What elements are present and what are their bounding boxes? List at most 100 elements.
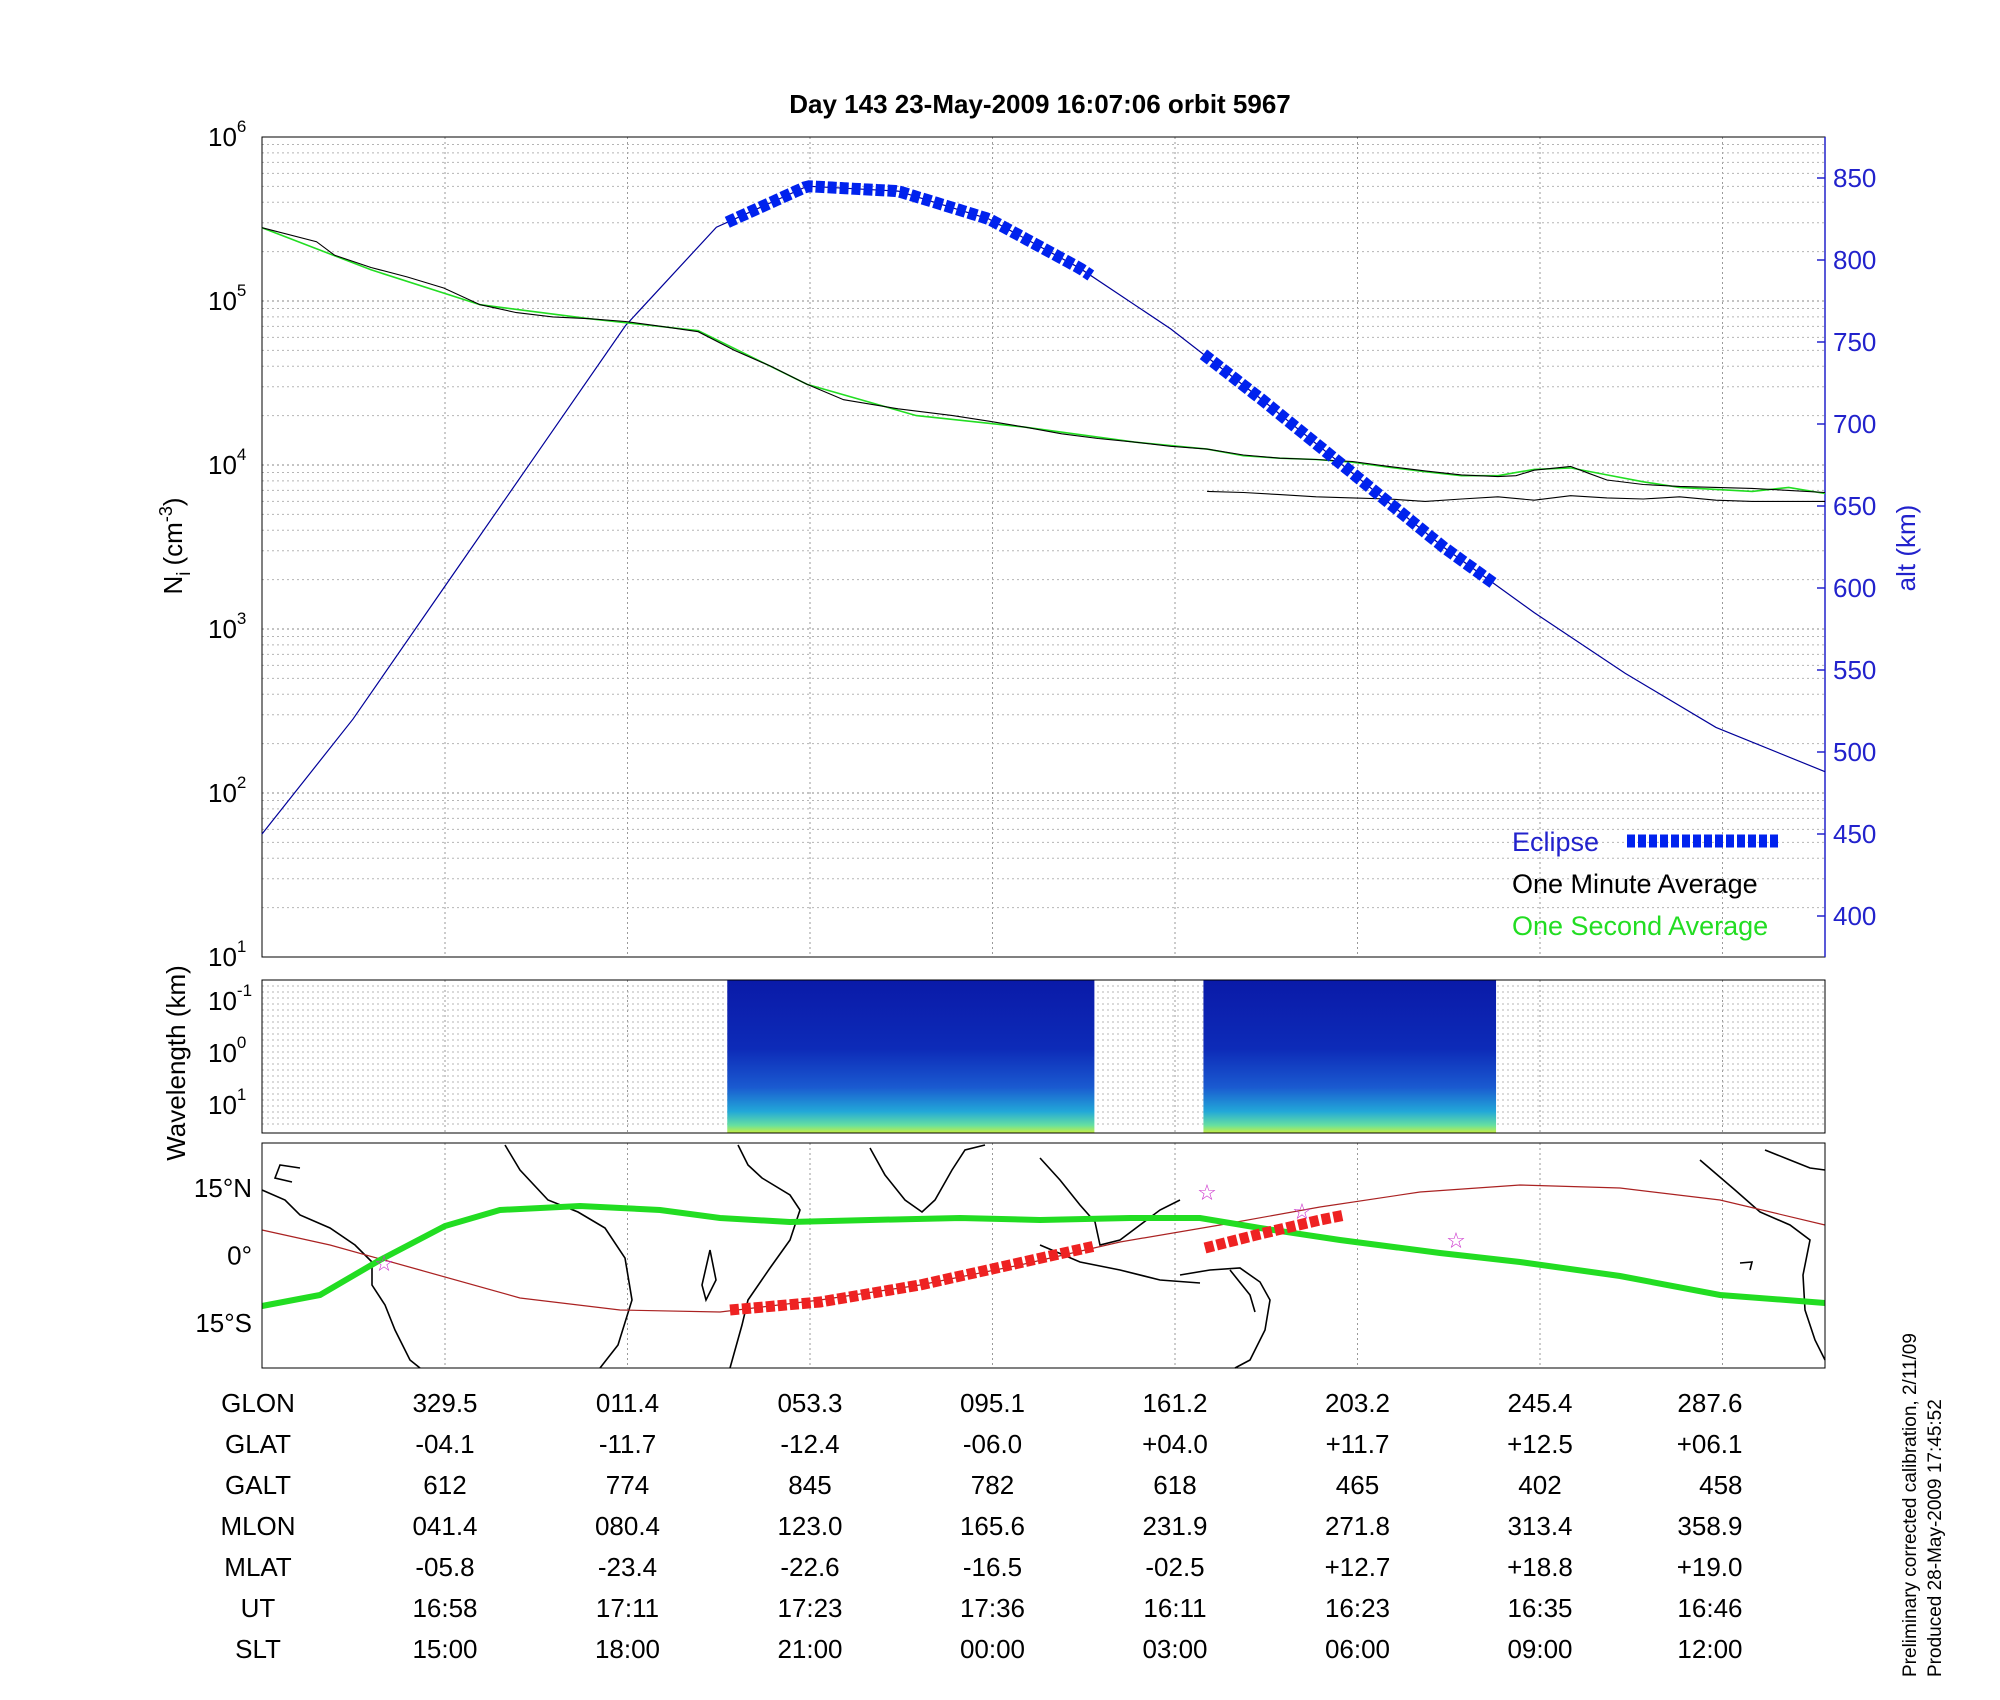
density-axis-label: Ni (cm-3) bbox=[156, 497, 195, 594]
map-tick-label: 0° bbox=[227, 1241, 252, 1271]
table-cell: 16:23 bbox=[1325, 1593, 1390, 1623]
coast-australia bbox=[1179, 1267, 1271, 1369]
altitude-tick-label: 700 bbox=[1833, 409, 1876, 439]
spectrogram-tick-label: 100 bbox=[208, 1033, 246, 1068]
table-cell: 358.9 bbox=[1677, 1511, 1742, 1541]
second-average-line bbox=[261, 226, 1826, 495]
table-cell: 782 bbox=[971, 1470, 1014, 1500]
coast-madagascar bbox=[701, 1249, 717, 1303]
table-cell: 06:00 bbox=[1325, 1634, 1390, 1664]
altitude-tick-label: 600 bbox=[1833, 573, 1876, 603]
coast-southeast-asia bbox=[1039, 1157, 1181, 1246]
density-tick-label: 105 bbox=[208, 281, 246, 316]
table-cell: 618 bbox=[1153, 1470, 1196, 1500]
density-tick-label: 103 bbox=[208, 609, 246, 644]
tick-base: 10 bbox=[208, 122, 237, 152]
table-row-label: UT bbox=[241, 1593, 276, 1623]
table-cell: -05.8 bbox=[415, 1552, 474, 1582]
table-cell: +11.7 bbox=[1326, 1429, 1390, 1459]
density-tick-label: 106 bbox=[208, 117, 246, 152]
table-cell: -12.4 bbox=[780, 1429, 839, 1459]
table-cell: -22.6 bbox=[780, 1552, 839, 1582]
eclipse-marker-line bbox=[724, 180, 1095, 281]
table-cell: +19.0 bbox=[1677, 1552, 1743, 1582]
spectrogram-tick-label: 101 bbox=[208, 1085, 246, 1120]
station-star-icon: ☆ bbox=[1446, 1229, 1466, 1254]
spectrogram-axis-label: Wavelength (km) bbox=[161, 965, 191, 1161]
table-cell: 011.4 bbox=[596, 1388, 659, 1418]
tick-exponent: 3 bbox=[237, 609, 246, 628]
magnetic-equator-line bbox=[261, 1202, 1826, 1309]
coast-gulf bbox=[1764, 1149, 1826, 1171]
table-cell: -16.5 bbox=[963, 1552, 1022, 1582]
station-star-icon: ☆ bbox=[374, 1252, 394, 1277]
tick-base: 10 bbox=[208, 1090, 237, 1120]
tick-base: 10 bbox=[208, 286, 237, 316]
altitude-tick-label: 850 bbox=[1833, 163, 1876, 193]
coast-island bbox=[1739, 1261, 1754, 1271]
table-cell: +18.8 bbox=[1507, 1552, 1573, 1582]
map-frame bbox=[261, 1142, 1826, 1369]
eclipse-track-segment bbox=[1203, 1209, 1347, 1254]
ground-track-map: ☆ ☆ ☆ ☆ 15°N 0° 15°S bbox=[194, 1142, 1826, 1369]
spectrogram-blocks bbox=[727, 980, 1497, 1133]
altitude-tick-label: 650 bbox=[1833, 491, 1876, 521]
altitude-tick-label: 500 bbox=[1833, 737, 1876, 767]
density-tick-label: 101 bbox=[208, 937, 246, 972]
table-row-label: SLT bbox=[235, 1634, 281, 1664]
table-cell: -11.7 bbox=[599, 1429, 656, 1459]
table-cell: 329.5 bbox=[412, 1388, 477, 1418]
table-cell: +12.7 bbox=[1325, 1552, 1391, 1582]
table-cell: +04.0 bbox=[1142, 1429, 1208, 1459]
legend-minute-label: One Minute Average bbox=[1512, 869, 1758, 899]
table-cell: -04.1 bbox=[415, 1429, 474, 1459]
table-cell: -06.0 bbox=[963, 1429, 1022, 1459]
coast-india bbox=[869, 1144, 986, 1214]
minute-average-line bbox=[1207, 490, 1825, 502]
density-grid bbox=[262, 137, 1825, 958]
density-tick-label: 104 bbox=[208, 445, 246, 480]
coast-caribbean bbox=[273, 1164, 301, 1183]
table-cell: 00:00 bbox=[960, 1634, 1025, 1664]
table-cell: +06.1 bbox=[1677, 1429, 1743, 1459]
table-cell: 271.8 bbox=[1325, 1511, 1390, 1541]
altitude-tick-label: 800 bbox=[1833, 245, 1876, 275]
table-cell: 053.3 bbox=[777, 1388, 842, 1418]
table-cell: 16:58 bbox=[412, 1593, 477, 1623]
map-tick-label: 15°N bbox=[194, 1173, 252, 1203]
altitude-line bbox=[261, 185, 1826, 835]
tick-base: 10 bbox=[208, 450, 237, 480]
table-cell: 080.4 bbox=[595, 1511, 660, 1541]
altitude-tick-label: 750 bbox=[1833, 327, 1876, 357]
altitude-axis-label: alt (km) bbox=[1891, 505, 1921, 592]
spectrogram-block bbox=[727, 980, 1095, 1133]
altitude-tick-label: 450 bbox=[1833, 819, 1876, 849]
coast-west-africa bbox=[504, 1144, 633, 1369]
tick-exponent: 0 bbox=[237, 1033, 246, 1052]
table-cell: 16:46 bbox=[1677, 1593, 1742, 1623]
eclipse-track-segment bbox=[729, 1240, 1097, 1316]
altitude-tick-label: 550 bbox=[1833, 655, 1876, 685]
table-cell: 845 bbox=[788, 1470, 831, 1500]
altitude-tick-label: 400 bbox=[1833, 901, 1876, 931]
tick-base: 10 bbox=[208, 942, 237, 972]
calibration-notes: Preliminary corrected calibration, 2/11/… bbox=[1900, 1333, 1946, 1677]
table-cell: 17:11 bbox=[596, 1593, 659, 1623]
table-cell: 03:00 bbox=[1142, 1634, 1207, 1664]
table-cell: 203.2 bbox=[1325, 1388, 1390, 1418]
table-cell: 16:11 bbox=[1143, 1593, 1206, 1623]
table-cell: -02.5 bbox=[1145, 1552, 1204, 1582]
tick-exponent: 1 bbox=[237, 937, 246, 956]
table-cell: 287.6 bbox=[1677, 1388, 1742, 1418]
spectrogram-block bbox=[1203, 980, 1497, 1133]
legend-eclipse-label: Eclipse bbox=[1512, 827, 1599, 857]
tick-base: 10 bbox=[208, 778, 237, 808]
table-cell: 245.4 bbox=[1507, 1388, 1572, 1418]
tick-exponent: 2 bbox=[237, 773, 246, 792]
table-row-label: MLAT bbox=[224, 1552, 292, 1582]
